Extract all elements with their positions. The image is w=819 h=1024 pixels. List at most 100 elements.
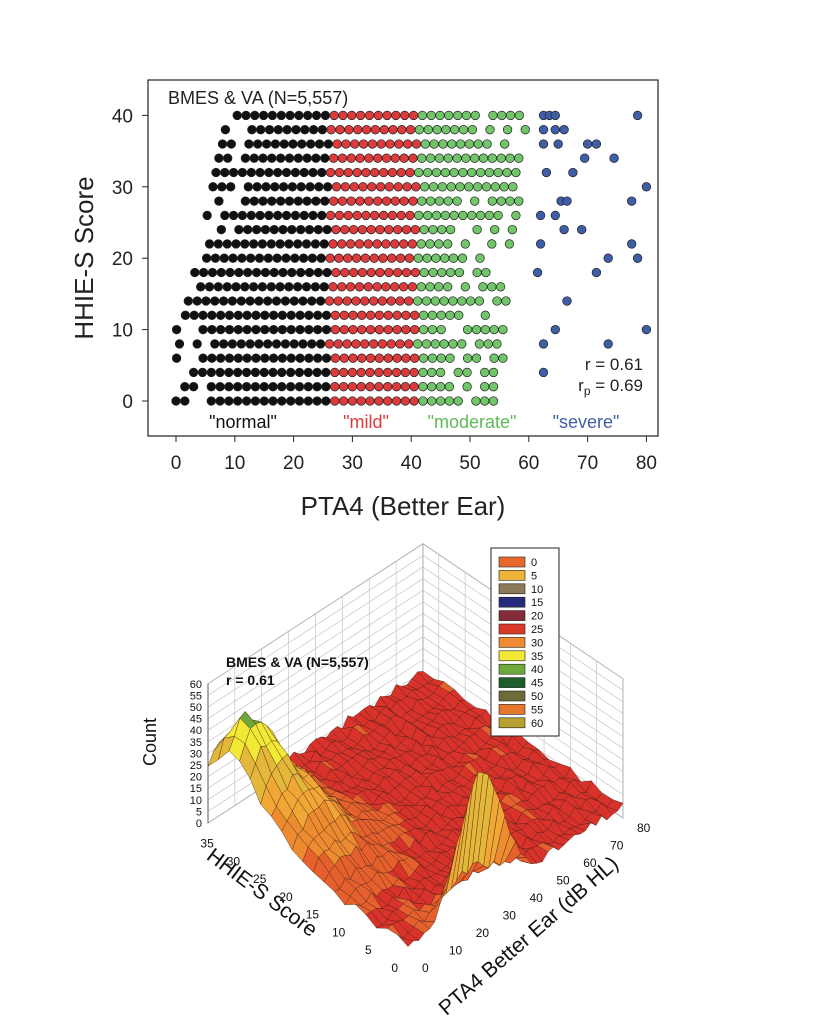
scatter-point (220, 167, 230, 178)
scatter-point (427, 382, 437, 392)
scatter-point (251, 324, 261, 335)
surface-z-tick-label: 20 (190, 772, 202, 784)
scatter-point (398, 282, 409, 292)
scatter-point (387, 167, 398, 178)
scatter-point (192, 339, 202, 349)
scatter-point (215, 367, 225, 378)
scatter-point (256, 125, 266, 135)
scatter-point (632, 253, 643, 263)
scatter-point (278, 182, 289, 192)
surface-title: BMES & VA (N=5,557) (226, 654, 369, 670)
scatter-point (484, 167, 495, 178)
scatter-point (417, 196, 427, 206)
scatter-point (401, 267, 412, 278)
scatter-point (204, 239, 215, 249)
scatter-point (351, 253, 362, 263)
surface-x-tick-label: 30 (503, 909, 517, 923)
scatter-point (401, 324, 411, 335)
scatter-point (286, 324, 296, 335)
scatter-point (385, 139, 395, 149)
scatter-point (413, 253, 423, 263)
scatter-point (305, 182, 315, 192)
scatter-point (434, 196, 445, 206)
scatter-point (446, 182, 456, 192)
scatter-point (378, 253, 388, 263)
scatter-point (311, 110, 322, 121)
scatter-point (372, 239, 382, 249)
scatter-point (484, 210, 495, 221)
scatter-point (286, 310, 296, 320)
scatter-point (236, 339, 246, 349)
scatter-point (206, 367, 216, 378)
scatter-point (462, 367, 472, 378)
scatter-point (295, 310, 305, 320)
scatter-point (346, 153, 356, 163)
scatter-point (250, 110, 260, 121)
scatter-point (538, 367, 549, 378)
scatter-point (365, 324, 376, 335)
scatter-point (357, 324, 367, 335)
scatter-point (609, 153, 619, 163)
scatter-point (391, 396, 402, 406)
scatter-point (286, 367, 296, 378)
scatter-point (472, 182, 483, 192)
scatter-point (324, 296, 335, 306)
scatter-point (297, 139, 307, 149)
scatter-point (217, 139, 228, 149)
scatter-point (407, 282, 418, 292)
scatter-y-tick-label: 10 (112, 321, 133, 342)
scatter-points (171, 110, 652, 406)
scatter-point (443, 282, 453, 292)
scatter-point (550, 125, 560, 135)
scatter-point (374, 324, 385, 335)
scatter-point (216, 353, 226, 363)
scatter-point (480, 310, 490, 320)
scatter-point (405, 167, 415, 178)
surface-z-tick-label: 25 (190, 760, 202, 772)
scatter-point (495, 282, 506, 292)
scatter-point (287, 267, 297, 278)
scatter-point (208, 182, 218, 192)
scatter-point (488, 367, 499, 378)
scatter-point (339, 324, 349, 335)
scatter-point (222, 239, 232, 249)
scatter-point (321, 396, 331, 406)
scatter-point (294, 396, 305, 406)
surface-z-tick-label: 5 (196, 806, 202, 818)
scatter-point (215, 382, 225, 392)
scatter-point (401, 224, 412, 235)
scatter-point (304, 224, 315, 235)
scatter-point (328, 239, 338, 249)
scatter-point (206, 382, 216, 392)
scatter-point (374, 367, 384, 378)
scatter-point (290, 253, 300, 263)
scatter-point (241, 110, 251, 121)
scatter-point (410, 267, 420, 278)
scatter-point (436, 324, 446, 335)
scatter-point (330, 324, 340, 335)
scatter-point (190, 267, 200, 278)
scatter-point (627, 196, 637, 206)
scatter-point (467, 167, 477, 178)
scatter-point (285, 110, 295, 121)
scatter-point (302, 153, 312, 163)
scatter-point (323, 182, 333, 192)
surface-x-tick-label: 50 (556, 874, 570, 888)
scatter-point (383, 367, 393, 378)
scatter-point (218, 296, 229, 306)
scatter-point (183, 296, 193, 306)
scatter-point (267, 110, 278, 121)
scatter-point (210, 253, 221, 263)
scatter-point (390, 153, 400, 163)
scatter-point (377, 339, 388, 349)
scatter-point (449, 210, 459, 221)
surface-y-tick-label: 15 (306, 908, 320, 922)
scatter-point (535, 210, 546, 221)
surface-y-tick-label: 25 (253, 872, 267, 886)
scatter-point (259, 367, 269, 378)
scatter-point (253, 139, 263, 149)
scatter-point (550, 210, 560, 221)
scatter-point (382, 110, 392, 121)
scatter-point (213, 282, 223, 292)
scatter-point (445, 353, 455, 363)
